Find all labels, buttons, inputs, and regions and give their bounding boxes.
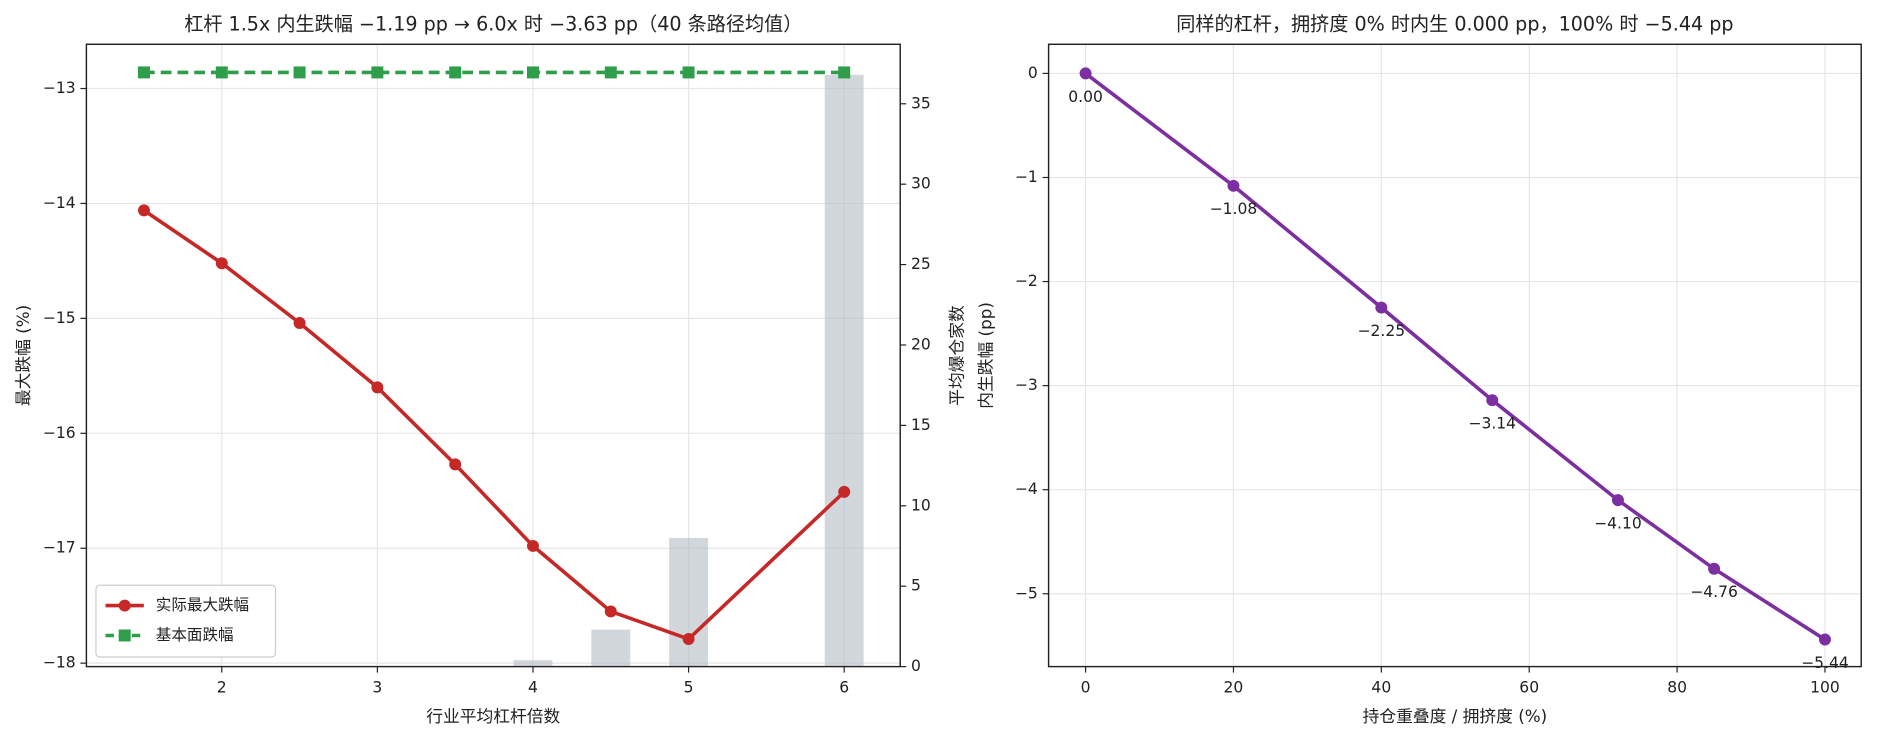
y-axis-label: 内生跌幅 (pp) <box>975 302 995 409</box>
point <box>137 66 150 79</box>
value-label: −1.08 <box>1210 200 1258 218</box>
point <box>215 257 228 270</box>
x-axis-label: 持仓重叠度 / 拥挤度 (%) <box>1363 706 1548 726</box>
bar <box>669 537 709 667</box>
y-tick-label: −14 <box>43 194 76 212</box>
line <box>142 208 846 642</box>
point <box>1486 394 1499 407</box>
chart-title: 杠杆 1.5x 内生跌幅 −1.19 pp → 6.0x 时 −3.63 pp（… <box>184 13 802 36</box>
legend-label: 实际最大跌幅 <box>156 596 249 614</box>
y-tick-label: −16 <box>43 424 76 442</box>
value-label: 0.00 <box>1068 88 1103 106</box>
x-tick-label: 80 <box>1667 679 1687 697</box>
y2-tick-label: 20 <box>911 335 931 353</box>
point <box>526 539 539 552</box>
point <box>293 316 306 329</box>
point <box>1079 67 1092 80</box>
chart-title: 同样的杠杆，拥挤度 0% 时内生 0.000 pp，100% 时 −5.44 p… <box>1176 13 1733 36</box>
y2-axis-label: 平均爆仓家数 <box>947 305 967 406</box>
legend-label: 基本面跌幅 <box>156 626 234 644</box>
point <box>1818 633 1831 646</box>
bar <box>513 660 553 667</box>
point <box>1375 301 1388 314</box>
bar <box>824 74 864 667</box>
point <box>526 66 539 79</box>
point <box>449 66 462 79</box>
x-tick-label: 40 <box>1371 679 1391 697</box>
x-tick-label: 20 <box>1224 679 1244 697</box>
value-label: −4.10 <box>1594 515 1642 533</box>
point <box>604 66 617 79</box>
value-label: −5.44 <box>1801 654 1849 672</box>
point <box>449 458 462 471</box>
x-axis-label: 行业平均杠杆倍数 <box>426 706 560 726</box>
y-tick-label: −2 <box>1015 272 1038 290</box>
y-tick-label: −17 <box>43 539 76 557</box>
y2-tick-label: 5 <box>911 577 921 595</box>
legend-box <box>95 584 277 658</box>
y-tick-label: −18 <box>43 654 76 672</box>
x-tick-label: 6 <box>839 679 849 697</box>
y-tick-label: −3 <box>1015 376 1038 394</box>
plot-frame <box>1047 43 1862 668</box>
y-axis-label: 最大跌幅 (%) <box>13 305 33 406</box>
x-tick-label: 3 <box>372 679 382 697</box>
point <box>1611 494 1624 507</box>
point <box>215 66 228 79</box>
y2-tick-label: 15 <box>911 416 931 434</box>
point <box>371 66 384 79</box>
y2-tick-label: 30 <box>911 175 931 193</box>
y-tick-label: 0 <box>1028 64 1038 82</box>
y-tick-label: −5 <box>1015 584 1038 602</box>
x-tick-label: 5 <box>684 679 694 697</box>
point <box>1227 179 1240 192</box>
point <box>293 66 306 79</box>
value-label: −3.14 <box>1468 415 1516 433</box>
legend-marker <box>118 629 131 642</box>
x-tick-label: 60 <box>1519 679 1539 697</box>
line <box>1084 71 1826 642</box>
point <box>682 633 695 646</box>
value-label: −2.25 <box>1358 322 1406 340</box>
y2-tick-label: 25 <box>911 255 931 273</box>
x-tick-label: 0 <box>1081 679 1091 697</box>
y2-tick-label: 0 <box>911 657 921 675</box>
y2-tick-label: 10 <box>911 496 931 514</box>
value-label: −4.76 <box>1690 583 1738 601</box>
point <box>604 605 617 618</box>
point <box>838 66 851 79</box>
x-tick-label: 2 <box>217 679 227 697</box>
y-tick-label: −1 <box>1015 168 1038 186</box>
point <box>682 66 695 79</box>
bar <box>591 629 631 667</box>
y-tick-label: −13 <box>43 79 76 97</box>
plot-frame <box>85 43 901 668</box>
y-tick-label: −15 <box>43 309 76 327</box>
x-tick-label: 100 <box>1810 679 1840 697</box>
point <box>838 485 851 498</box>
point <box>371 381 384 394</box>
legend-marker <box>118 599 131 612</box>
point <box>137 204 150 217</box>
x-tick-label: 4 <box>528 679 538 697</box>
y2-tick-label: 35 <box>911 94 931 112</box>
point <box>1708 562 1721 575</box>
y-tick-label: −4 <box>1015 480 1038 498</box>
